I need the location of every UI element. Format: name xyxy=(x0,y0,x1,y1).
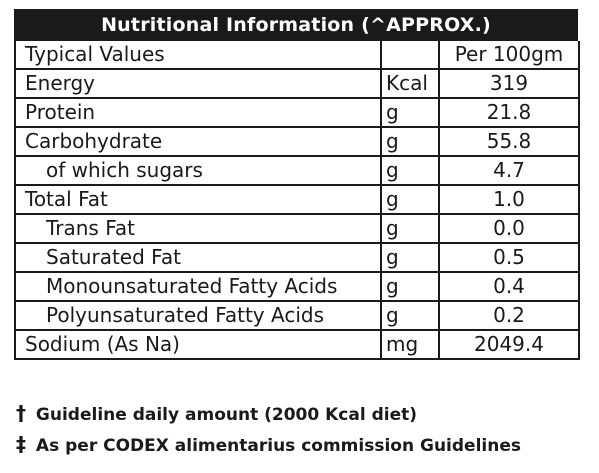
row-value: 2049.4 xyxy=(438,329,580,360)
dagger-icon: † xyxy=(16,401,26,425)
row-value: 0.0 xyxy=(438,213,580,244)
row-unit: g xyxy=(380,300,440,331)
row-unit: g xyxy=(380,184,440,215)
row-unit: g xyxy=(380,271,440,302)
header-unit xyxy=(380,41,440,70)
nutrition-panel: Nutritional Information (^APPROX.) Typic… xyxy=(14,9,580,360)
table-row: Total Fat g 1.0 xyxy=(14,184,580,215)
row-unit: g xyxy=(380,97,440,128)
table-row: Trans Fat g 0.0 xyxy=(14,213,580,244)
row-value: 0.5 xyxy=(438,242,580,273)
footnote-text: As per CODEX alimentarius commission Gui… xyxy=(35,436,521,456)
header-value: Per 100gm xyxy=(438,41,580,70)
table-row: Monounsaturated Fatty Acids g 0.4 xyxy=(14,271,580,302)
row-unit: mg xyxy=(380,329,440,360)
table-header-row: Typical Values Per 100gm xyxy=(14,41,580,70)
row-value: 4.7 xyxy=(438,155,580,186)
row-unit: g xyxy=(380,126,440,157)
row-value: 319 xyxy=(438,68,580,99)
row-value: 55.8 xyxy=(438,126,580,157)
table-row: Protein g 21.8 xyxy=(14,97,580,128)
footnote-text: Guideline daily amount (2000 Kcal diet) xyxy=(35,405,418,425)
row-name-saturated-fat: Saturated Fat xyxy=(14,242,382,273)
table-row: of which sugars g 4.7 xyxy=(14,155,580,186)
row-unit: Kcal xyxy=(380,68,440,99)
header-name: Typical Values xyxy=(14,41,382,70)
table-row: Energy Kcal 319 xyxy=(14,68,580,99)
row-unit: g xyxy=(380,242,440,273)
row-value: 0.2 xyxy=(438,300,580,331)
row-value: 21.8 xyxy=(438,97,580,128)
nutrition-table: Typical Values Per 100gm Energy Kcal 319… xyxy=(14,41,580,360)
table-row: Saturated Fat g 0.5 xyxy=(14,242,580,273)
row-unit: g xyxy=(380,213,440,244)
row-value: 0.4 xyxy=(438,271,580,302)
footnote-gda: † Guideline daily amount (2000 Kcal diet… xyxy=(16,401,417,425)
table-row: Sodium (As Na) mg 2049.4 xyxy=(14,329,580,360)
footnote-codex: ‡ As per CODEX alimentarius commission G… xyxy=(16,432,521,456)
row-name-total-fat: Total Fat xyxy=(14,184,382,215)
row-unit: g xyxy=(380,155,440,186)
row-name-protein: Protein xyxy=(14,97,382,128)
row-name-trans-fat: Trans Fat xyxy=(14,213,382,244)
row-name-energy: Energy xyxy=(14,68,382,99)
row-name-carbohydrate: Carbohydrate xyxy=(14,126,382,157)
row-name-sodium: Sodium (As Na) xyxy=(14,329,382,360)
table-row: Carbohydrate g 55.8 xyxy=(14,126,580,157)
table-row: Polyunsaturated Fatty Acids g 0.2 xyxy=(14,300,580,331)
row-name-polyunsaturated: Polyunsaturated Fatty Acids xyxy=(14,300,382,331)
row-name-sugars: of which sugars xyxy=(14,155,382,186)
double-dagger-icon: ‡ xyxy=(16,432,26,456)
table-title: Nutritional Information (^APPROX.) xyxy=(14,9,578,41)
row-name-monounsaturated: Monounsaturated Fatty Acids xyxy=(14,271,382,302)
row-value: 1.0 xyxy=(438,184,580,215)
